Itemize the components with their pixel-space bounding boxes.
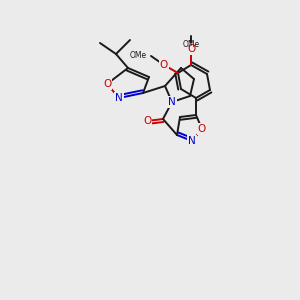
Text: OMe: OMe	[130, 52, 147, 61]
Text: OMe: OMe	[182, 40, 200, 49]
Text: O: O	[198, 124, 206, 134]
Text: O: O	[160, 60, 168, 70]
Text: N: N	[115, 93, 123, 103]
Text: N: N	[168, 97, 176, 107]
Text: O: O	[187, 44, 195, 54]
Text: O: O	[103, 79, 111, 89]
Text: N: N	[188, 136, 196, 146]
Text: O: O	[143, 116, 151, 126]
